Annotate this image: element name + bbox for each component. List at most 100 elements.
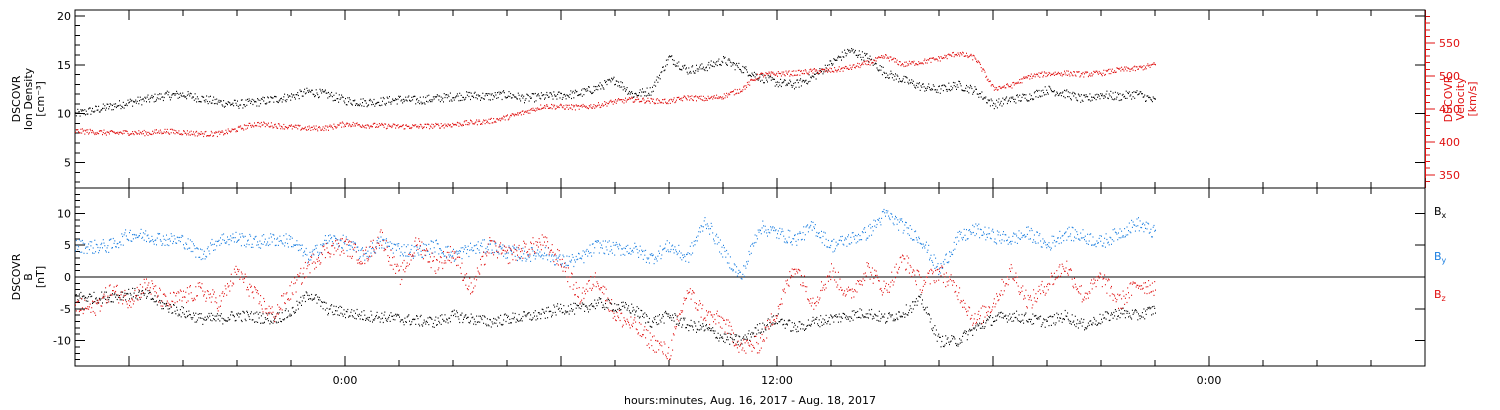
data-point <box>432 322 434 325</box>
data-point <box>839 56 841 58</box>
data-point <box>149 133 151 135</box>
data-point <box>123 234 125 236</box>
data-point <box>609 100 611 102</box>
data-point <box>1150 307 1152 309</box>
data-point <box>325 302 327 304</box>
data-point <box>908 60 910 62</box>
data-point <box>626 309 628 311</box>
data-point <box>172 93 174 95</box>
data-point <box>1067 312 1069 314</box>
data-point <box>1118 99 1120 102</box>
data-point <box>410 248 412 251</box>
data-point <box>1043 71 1045 73</box>
data-point <box>1046 89 1048 91</box>
data-point <box>271 125 273 127</box>
data-point <box>358 249 360 252</box>
data-point <box>1145 66 1146 68</box>
data-point <box>311 254 313 256</box>
data-point <box>719 334 721 336</box>
data-point <box>1136 90 1138 92</box>
data-point <box>273 101 275 103</box>
data-point <box>403 100 405 103</box>
data-point <box>824 64 826 66</box>
data-point <box>409 320 410 322</box>
data-point <box>234 237 236 239</box>
data-point <box>646 315 648 317</box>
data-point <box>173 240 174 243</box>
data-point <box>149 291 151 293</box>
data-point <box>441 99 443 101</box>
data-point <box>618 81 620 83</box>
data-point <box>705 67 707 69</box>
data-point <box>178 93 180 95</box>
data-point <box>390 312 392 314</box>
data-point <box>139 133 140 135</box>
data-point <box>718 58 720 60</box>
data-point <box>175 313 177 315</box>
data-point <box>340 97 342 99</box>
data-point <box>132 296 134 298</box>
data-point <box>929 314 930 316</box>
data-point <box>1064 309 1066 312</box>
data-point <box>397 98 399 100</box>
data-point <box>498 91 500 93</box>
data-point <box>294 311 296 313</box>
data-point <box>489 93 491 95</box>
data-point <box>220 100 222 102</box>
data-point <box>779 321 781 323</box>
data-point <box>122 235 124 238</box>
data-point <box>1095 70 1097 72</box>
data-point <box>659 100 660 102</box>
data-point <box>386 127 388 129</box>
data-point <box>432 252 434 254</box>
data-point <box>319 251 321 254</box>
data-point <box>780 73 782 75</box>
data-point <box>908 312 910 314</box>
data-point <box>365 102 367 104</box>
data-point <box>1115 71 1117 73</box>
data-point <box>740 69 741 71</box>
data-point <box>409 251 411 253</box>
data-point <box>629 98 631 100</box>
data-point <box>1087 99 1089 101</box>
data-point <box>183 247 185 249</box>
data-point <box>254 125 256 127</box>
data-point <box>300 90 302 93</box>
data-point <box>915 298 917 300</box>
data-point <box>1061 321 1063 323</box>
data-point <box>134 101 136 103</box>
data-point <box>430 317 432 319</box>
data-point <box>1067 318 1069 320</box>
data-point <box>159 239 161 241</box>
data-point <box>100 109 102 111</box>
data-point <box>1086 327 1088 329</box>
data-point <box>515 248 517 250</box>
data-point <box>103 242 105 244</box>
data-point <box>640 309 642 311</box>
data-point <box>735 64 737 66</box>
data-point <box>966 331 967 333</box>
data-point <box>206 135 208 137</box>
data-point <box>447 322 449 324</box>
data-point <box>662 315 664 318</box>
data-point <box>500 120 502 122</box>
data-point <box>289 313 291 315</box>
data-point <box>182 133 184 135</box>
data-point <box>574 109 576 111</box>
data-point <box>237 314 238 316</box>
data-point <box>304 127 306 129</box>
data-point <box>115 296 117 298</box>
data-point <box>773 73 775 75</box>
data-point <box>349 248 351 250</box>
data-point <box>638 101 640 103</box>
data-point <box>247 311 248 314</box>
data-point <box>773 78 775 80</box>
data-point <box>953 56 955 58</box>
data-point <box>1149 97 1151 99</box>
data-point <box>384 123 386 125</box>
data-point <box>787 82 789 84</box>
data-point <box>645 102 647 104</box>
data-point <box>586 88 588 90</box>
data-point <box>603 88 605 90</box>
data-point <box>504 119 506 121</box>
